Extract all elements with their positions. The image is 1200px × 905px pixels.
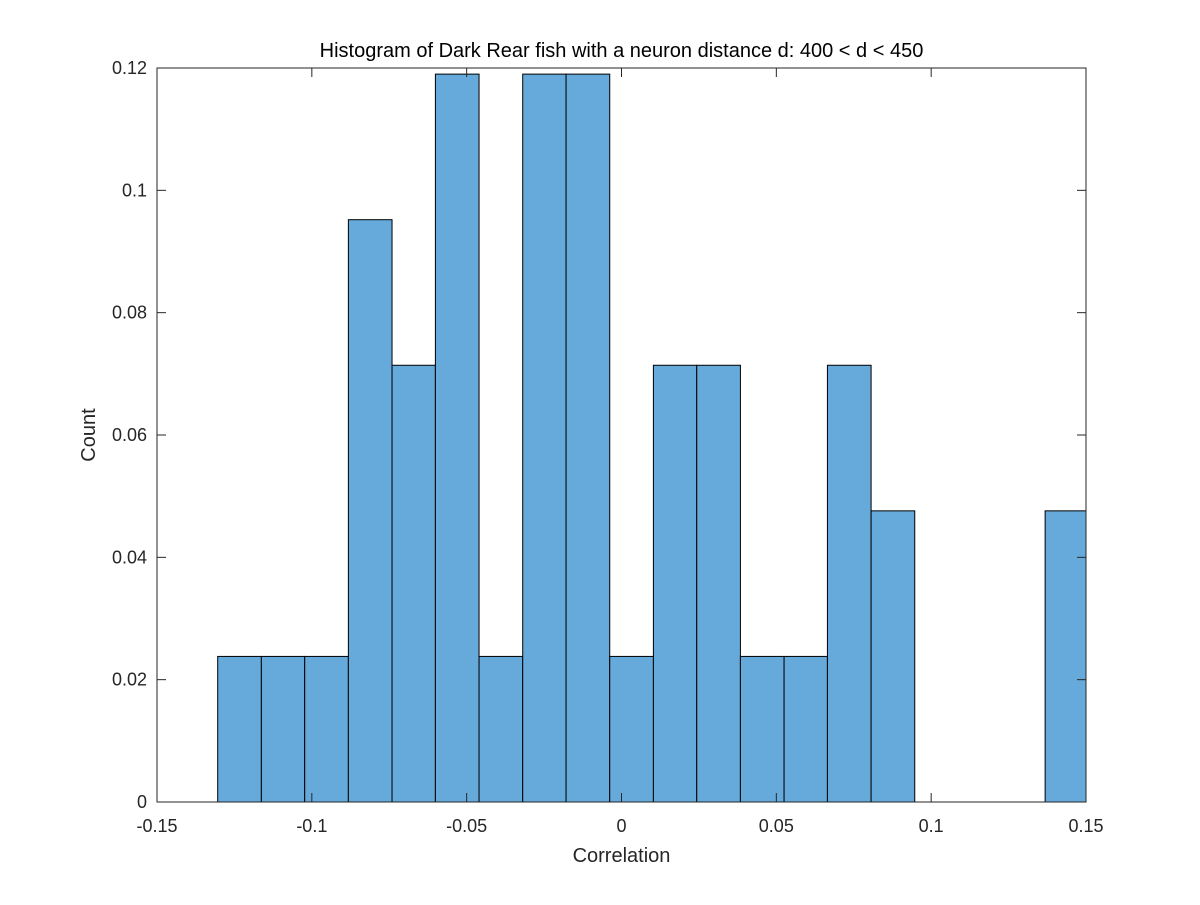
x-tick-label: 0 — [616, 816, 626, 836]
y-tick-label: 0.08 — [112, 303, 147, 323]
histogram-bar — [609, 655, 654, 803]
x-tick-label: 0.05 — [759, 816, 794, 836]
histogram-bar — [565, 73, 611, 803]
x-tick-label: 0.1 — [919, 816, 944, 836]
histogram-bar — [696, 364, 741, 803]
histogram-bar — [826, 364, 872, 803]
ticks-layer: -0.15 -0.1 -0.05 0 0.05 0.1 0.15 0 0.02 0.04 0.06 0… — [112, 58, 1104, 836]
y-tick-label: 0.02 — [112, 670, 147, 690]
x-tick-label: -0.15 — [136, 816, 177, 836]
x-tick-label: 0.15 — [1068, 816, 1103, 836]
x-tick-label: -0.05 — [446, 816, 487, 836]
chart-title: Histogram of Dark Rear fish with a neuro… — [320, 40, 924, 62]
bars-layer — [217, 73, 1087, 803]
histogram-bar — [739, 655, 785, 803]
y-tick-label: 0.1 — [122, 180, 147, 200]
histogram-bar — [217, 655, 262, 803]
x-tick-label: -0.1 — [296, 816, 327, 836]
histogram-bar — [783, 655, 828, 803]
histogram-bar — [434, 73, 480, 803]
y-tick-label: 0 — [137, 792, 147, 812]
y-tick-label: 0.12 — [112, 58, 147, 78]
y-axis-label: Count — [78, 408, 100, 462]
x-axis-label: Correlation — [573, 845, 671, 867]
histogram-bar — [1044, 510, 1087, 803]
histogram-bar — [391, 364, 436, 803]
histogram-bar — [870, 510, 916, 803]
histogram-bar — [652, 364, 698, 803]
histogram-bar — [522, 73, 567, 803]
histogram-bar — [478, 655, 524, 803]
histogram-bar — [304, 655, 349, 803]
histogram-bar — [347, 219, 393, 803]
y-tick-label: 0.06 — [112, 425, 147, 445]
y-tick-label: 0.04 — [112, 547, 147, 567]
histogram-bar — [260, 655, 306, 803]
